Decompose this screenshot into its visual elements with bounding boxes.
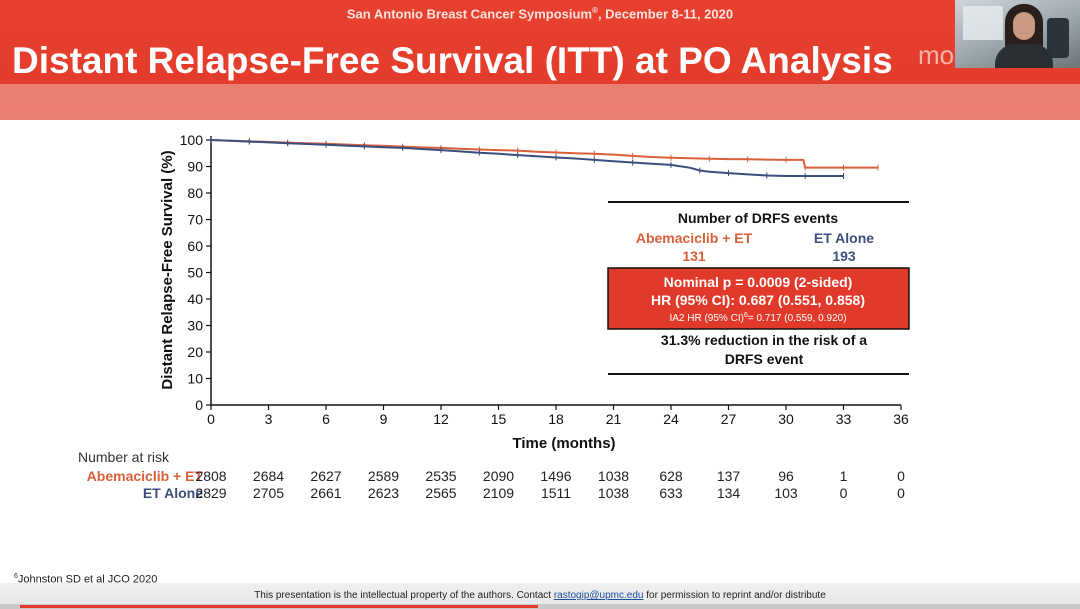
registered-mark: ® [592,6,598,15]
x-tick-label: 18 [548,411,564,427]
webcam-window-bg [963,6,1003,40]
y-tick-label: 70 [187,212,203,228]
risk-cell: 2705 [252,485,285,501]
contact-email-link[interactable]: rastogip@upmc.edu [553,590,644,601]
video-progress-fill [20,605,538,608]
arm1-name: Abemaciclib + ET [636,230,753,246]
conference-date: , December 8-11, 2020 [597,6,734,22]
x-tick-label: 3 [265,411,273,427]
arm2-name: ET Alone [814,230,874,246]
y-tick-label: 80 [187,185,203,201]
x-tick-label: 21 [606,411,622,427]
x-tick-label: 27 [721,411,737,427]
y-tick-label: 20 [187,344,203,360]
conference-name: San Antonio Breast Cancer Symposium [346,6,593,22]
km-curve-series-2 [210,139,844,177]
webcam-person-body [995,44,1053,68]
risk-cell: 2684 [252,468,285,484]
risk-cell: 633 [659,485,683,501]
footnote-ref: 6 [14,573,18,580]
arm1-events: 131 [682,248,706,264]
risk-cell: 2829 [195,485,227,501]
risk-cell: 1 [839,468,848,484]
conference-line: San Antonio Breast Cancer Symposium®, De… [0,6,1080,21]
risk-cell: 134 [716,485,741,501]
x-tick-label: 12 [433,411,449,427]
webcam-chair [1047,18,1069,58]
webcam-person-face [1013,12,1035,40]
footnote: 6Johnston SD et al JCO 2020 [14,573,157,586]
risk-cell: 2623 [367,485,400,501]
y-tick-label: 90 [187,159,203,175]
ia2-hazard-ratio: IA2 HR (95% CI)6= 0.717 (0.559, 0.920) [669,312,846,324]
risk-cell: 2090 [482,468,515,484]
risk-cell: 0 [897,485,905,501]
hazard-ratio: HR (95% CI): 0.687 (0.551, 0.858) [651,292,865,308]
x-tick-label: 6 [322,411,330,427]
risk-cell: 2565 [425,485,457,501]
x-tick-label: 9 [380,411,388,427]
y-tick-label: 0 [195,397,203,413]
risk-cell: 2109 [482,485,515,501]
risk-table-title: Number at risk [78,449,170,465]
risk-cell: 0 [897,468,905,484]
stats-box: Number of DRFS events Abemaciclib + ET 1… [607,201,910,375]
risk-cell: 2661 [310,485,342,501]
risk-cell: 96 [778,468,794,484]
x-axis-label: Time (months) [512,435,615,452]
series-layer [210,137,879,180]
copyright-notice: This presentation is the intellectual pr… [0,590,1080,601]
reduction-line-2: DRFS event [725,351,804,367]
risk-cell: 1038 [597,485,630,501]
video-progress-track[interactable] [0,604,1080,609]
stats-heading: Number of DRFS events [678,210,838,226]
risk-cell: 2808 [195,468,227,484]
x-tick-label: 33 [836,411,852,427]
stats-highlight-box [607,267,910,330]
ia2-label: IA2 HR (95% CI) [669,313,743,324]
risk-cell: 0 [839,485,848,501]
header-band [0,84,1080,120]
slide-header: San Antonio Breast Cancer Symposium®, De… [0,0,1080,120]
footnote-text: Johnston SD et al JCO 2020 [17,573,158,586]
copyright-pre: This presentation is the intellectual pr… [254,590,554,601]
x-tick-label: 30 [778,411,794,427]
x-tick-label: 0 [207,411,215,427]
risk-cell: 2627 [310,468,342,484]
risk-cell: 103 [774,485,798,501]
ia2-value: = 0.717 (0.559, 0.920) [748,313,847,324]
arm2-events: 193 [832,248,856,264]
risk-cell: 628 [659,468,683,484]
risk-row-label: Abemaciclib + ET [86,468,203,484]
risk-cell: 1511 [540,485,572,501]
risk-cell: 137 [716,468,741,484]
risk-cell: 1038 [597,468,630,484]
y-tick-label: 50 [187,265,203,281]
risk-cell: 1496 [540,468,572,484]
x-tick-label: 24 [663,411,679,427]
x-tick-label: 36 [893,411,909,427]
risk-cell: 2589 [367,468,400,484]
x-tick-label: 15 [491,411,507,427]
y-tick-label: 60 [187,238,203,254]
risk-cell: 2535 [425,468,457,484]
webcam-thumbnail[interactable] [955,0,1080,68]
copyright-post: for permission to reprint and/or distrib… [643,590,826,601]
risk-row-label: ET Alone [142,485,203,501]
y-tick-label: 100 [180,132,204,148]
slide-title: Distant Relapse-Free Survival (ITT) at P… [12,40,893,81]
p-value: Nominal p = 0.0009 (2-sided) [664,274,853,290]
reduction-line-1: 31.3% reduction in the risk of a [661,332,867,348]
y-axis-label: Distant Relapse-Free Survival (%) [159,150,176,389]
y-tick-label: 30 [187,318,203,334]
y-tick-label: 10 [187,371,203,387]
y-tick-label: 40 [187,291,203,307]
ia2-footnote-ref: 6 [744,312,748,319]
logo-fragment: mo [918,40,955,70]
